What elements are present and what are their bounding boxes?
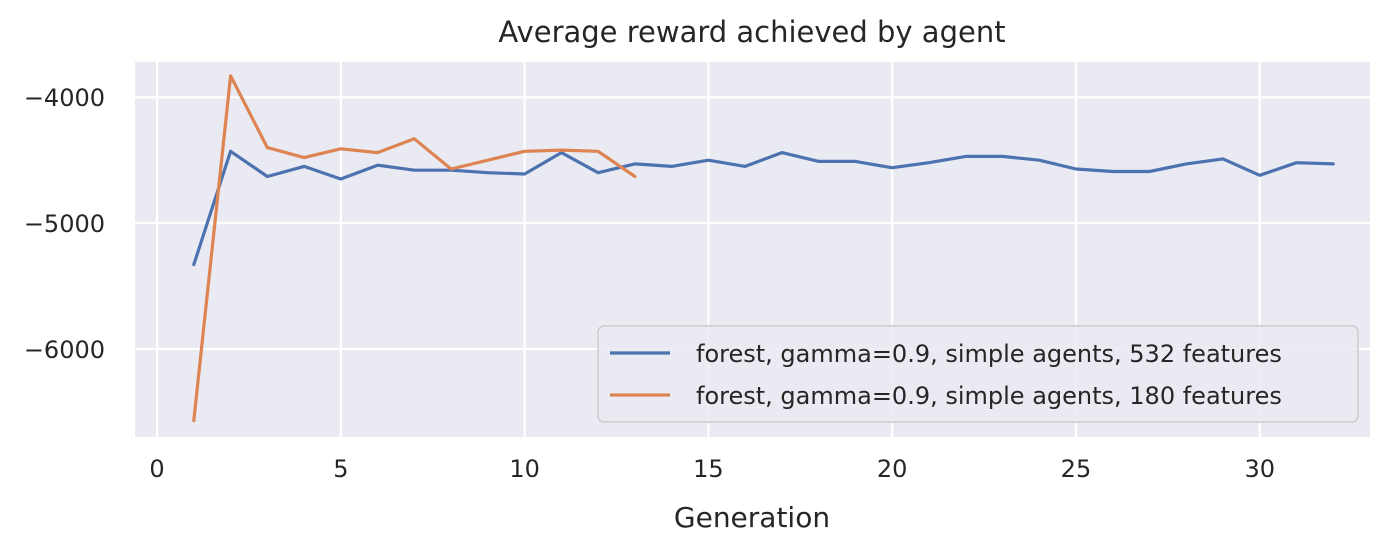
y-tick-label: −4000 [24, 84, 105, 112]
legend-box [597, 325, 1359, 423]
x-tick-label: 15 [693, 455, 724, 483]
legend-label: forest, gamma=0.9, simple agents, 180 fe… [696, 382, 1282, 410]
series-lines [192, 74, 1335, 423]
x-tick-label: 30 [1244, 455, 1275, 483]
x-tick-label: 25 [1061, 455, 1092, 483]
series-line-1 [192, 149, 1335, 267]
y-tick-labels: −6000 −5000 −4000 [24, 84, 105, 364]
chart-title: Average reward achieved by agent [498, 15, 1005, 49]
y-tick-label: −5000 [24, 210, 105, 238]
x-tick-label: 10 [509, 455, 540, 483]
x-tick-label: 5 [333, 455, 348, 483]
x-tick-label: 20 [877, 455, 908, 483]
y-tick-label: −6000 [24, 336, 105, 364]
x-axis-label: Generation [674, 501, 830, 534]
series-line-2 [192, 74, 637, 423]
x-tick-label: 0 [149, 455, 164, 483]
x-tick-labels: 0 5 10 15 20 25 30 [149, 455, 1275, 483]
grid [135, 62, 1370, 437]
legend-label: forest, gamma=0.9, simple agents, 532 fe… [696, 340, 1282, 368]
legend: forest, gamma=0.9, simple agents, 532 fe… [597, 325, 1359, 423]
